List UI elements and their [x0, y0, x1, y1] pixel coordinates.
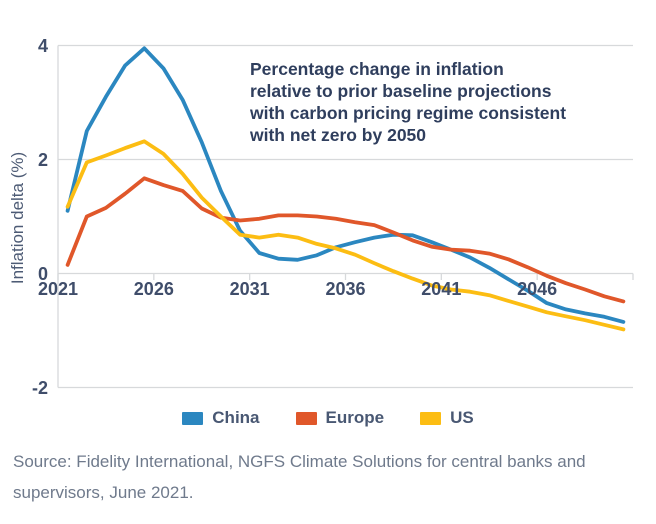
series-lines	[65, 46, 626, 332]
chart-note-line-4: with net zero by 2050	[250, 125, 427, 145]
legend-item-europe: Europe	[295, 408, 385, 428]
legend-item-china: China	[182, 408, 260, 428]
chart-note: Percentage change in inflation relative t…	[250, 58, 600, 146]
series-line-us	[65, 139, 626, 332]
chart-note-line-3: with carbon pricing regime consistent	[250, 103, 567, 123]
x-tick-label-2046: 2046	[517, 279, 558, 299]
source-text: Source: Fidelity International, NGFS Cli…	[13, 446, 643, 508]
source-line-2: supervisors, June 2021.	[13, 483, 194, 502]
legend-label-us: US	[450, 408, 474, 427]
x-tick-label-2031: 2031	[229, 279, 270, 299]
series-line-europe	[65, 176, 626, 304]
legend-label-china: China	[212, 408, 260, 427]
x-tick-label-2021: 2021	[37, 279, 79, 299]
y-tick-label-0: 0	[37, 263, 48, 284]
x-tick-label-2026: 2026	[133, 279, 174, 299]
x-tick-label-2036: 2036	[325, 279, 366, 299]
chart-note-line-1: Percentage change in inflation	[250, 59, 504, 79]
x-tick-label-2041: 2041	[421, 279, 462, 299]
legend-item-us: US	[420, 408, 474, 428]
axis-ticks	[57, 273, 634, 280]
y-tick-label-4: 4	[37, 35, 48, 56]
chart-note-line-2: relative to prior baseline projections	[250, 81, 552, 101]
legend-swatch-us	[420, 411, 442, 425]
y-axis-label: Inflation delta (%)	[8, 151, 27, 285]
chart-legend: China Europe US	[0, 408, 656, 428]
y-tick-label--2: -2	[31, 377, 48, 398]
source-line-1: Source: Fidelity International, NGFS Cli…	[13, 452, 586, 471]
series-line-china	[65, 46, 626, 324]
y-tick-label-2: 2	[37, 149, 48, 170]
legend-label-europe: Europe	[325, 408, 385, 427]
legend-swatch-europe	[295, 411, 317, 425]
legend-swatch-china	[182, 411, 204, 425]
